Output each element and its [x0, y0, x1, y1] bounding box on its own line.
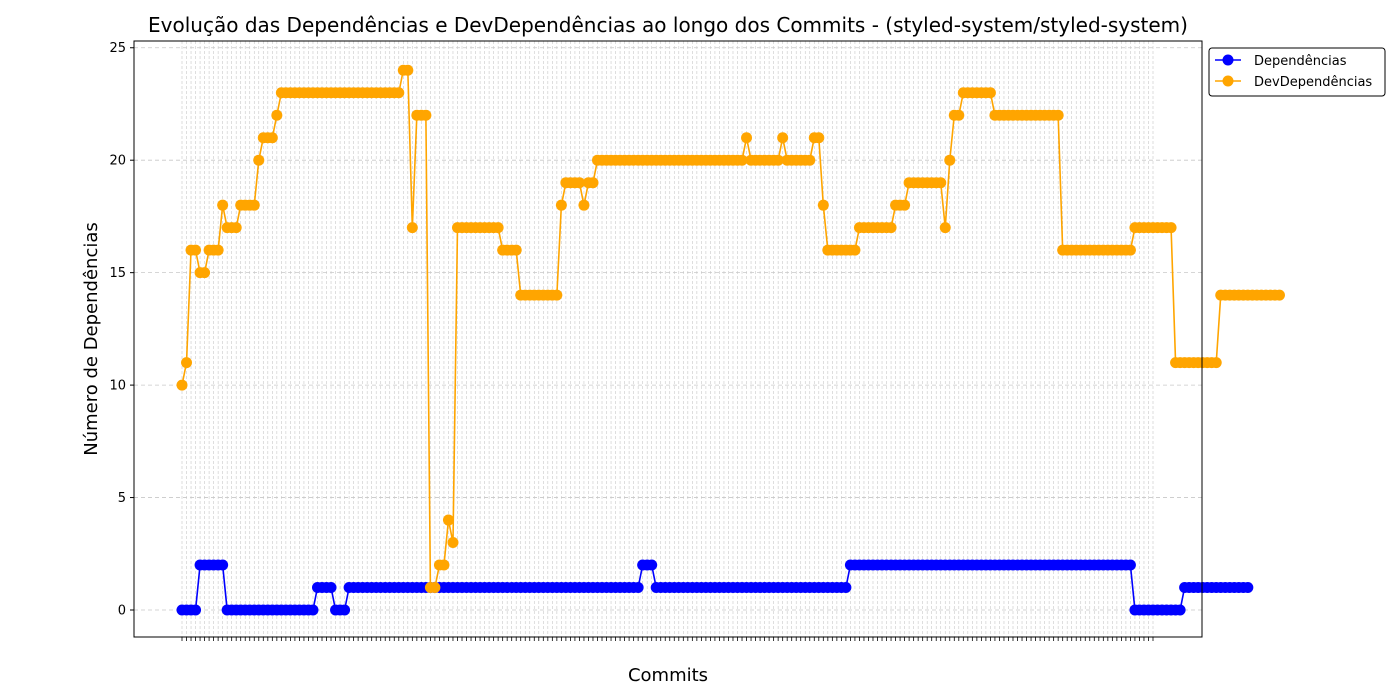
data-point	[578, 199, 590, 211]
data-point	[817, 199, 829, 211]
x-axis	[181, 637, 1154, 641]
data-point	[555, 199, 567, 211]
data-point	[849, 244, 861, 256]
data-point	[190, 604, 202, 616]
data-point	[248, 199, 260, 211]
data-point	[632, 582, 644, 594]
data-point	[266, 132, 278, 144]
series-line	[181, 69, 1280, 589]
y-tick-label: 10	[109, 379, 126, 394]
series-devdependencias	[176, 64, 1285, 594]
data-point	[176, 379, 188, 391]
data-point	[772, 154, 784, 166]
data-point	[181, 357, 193, 369]
data-point	[442, 514, 454, 526]
data-point	[551, 289, 563, 301]
data-point	[1124, 559, 1136, 571]
data-point	[492, 222, 504, 234]
data-point	[1210, 357, 1222, 369]
data-point	[510, 244, 522, 256]
data-point	[804, 154, 816, 166]
data-point	[813, 132, 825, 144]
data-point	[587, 177, 599, 189]
data-point	[420, 109, 432, 121]
data-point	[736, 154, 748, 166]
plot-frame	[133, 40, 1203, 638]
data-point	[429, 582, 441, 594]
data-point	[212, 244, 224, 256]
series-dependencias	[176, 559, 1254, 616]
y-tick-label: 5	[118, 491, 126, 506]
grid-layer	[134, 41, 1202, 637]
data-point	[939, 222, 951, 234]
data-point	[307, 604, 319, 616]
legend-marker-devdependencias	[1222, 75, 1234, 87]
y-tick-label: 15	[109, 266, 126, 281]
data-point	[899, 199, 911, 211]
data-point	[190, 244, 202, 256]
data-point	[840, 582, 852, 594]
data-point	[438, 559, 450, 571]
data-point	[1052, 109, 1064, 121]
legend: Dependências DevDependências	[1208, 47, 1386, 97]
data-point	[573, 177, 585, 189]
y-tick-label: 20	[109, 154, 126, 169]
legend-marker-dependencias	[1222, 54, 1234, 66]
data-point	[1165, 222, 1177, 234]
data-point	[406, 222, 418, 234]
plot-area	[134, 41, 1285, 637]
data-point	[1273, 289, 1285, 301]
data-point	[217, 559, 229, 571]
data-point	[325, 582, 337, 594]
data-point	[402, 64, 414, 76]
legend-label-devdependencias: DevDependências	[1254, 75, 1372, 90]
series-layer	[176, 64, 1285, 616]
data-point	[741, 132, 753, 144]
data-point	[935, 177, 947, 189]
legend-box	[1208, 47, 1386, 97]
data-point	[199, 267, 211, 279]
y-tick-label: 0	[118, 604, 126, 619]
y-tick-label: 25	[109, 41, 126, 56]
legend-label-dependencias: Dependências	[1254, 54, 1347, 69]
y-axis-label: Número de Dependências	[81, 222, 102, 456]
data-point	[393, 87, 405, 99]
data-point	[885, 222, 897, 234]
data-point	[230, 222, 242, 234]
data-point	[217, 199, 229, 211]
data-point	[271, 109, 283, 121]
data-point	[1242, 582, 1254, 594]
data-point	[253, 154, 265, 166]
data-point	[339, 604, 351, 616]
data-point	[777, 132, 789, 144]
data-point	[1174, 604, 1186, 616]
data-point	[953, 109, 965, 121]
chart-title: Evolução das Dependências e DevDependênc…	[148, 13, 1188, 37]
data-point	[1124, 244, 1136, 256]
data-point	[984, 87, 996, 99]
x-axis-label: Commits	[628, 665, 708, 686]
data-point	[646, 559, 658, 571]
y-axis: 0 5 10 15 20 25	[109, 41, 134, 619]
data-point	[944, 154, 956, 166]
data-point	[447, 537, 459, 549]
